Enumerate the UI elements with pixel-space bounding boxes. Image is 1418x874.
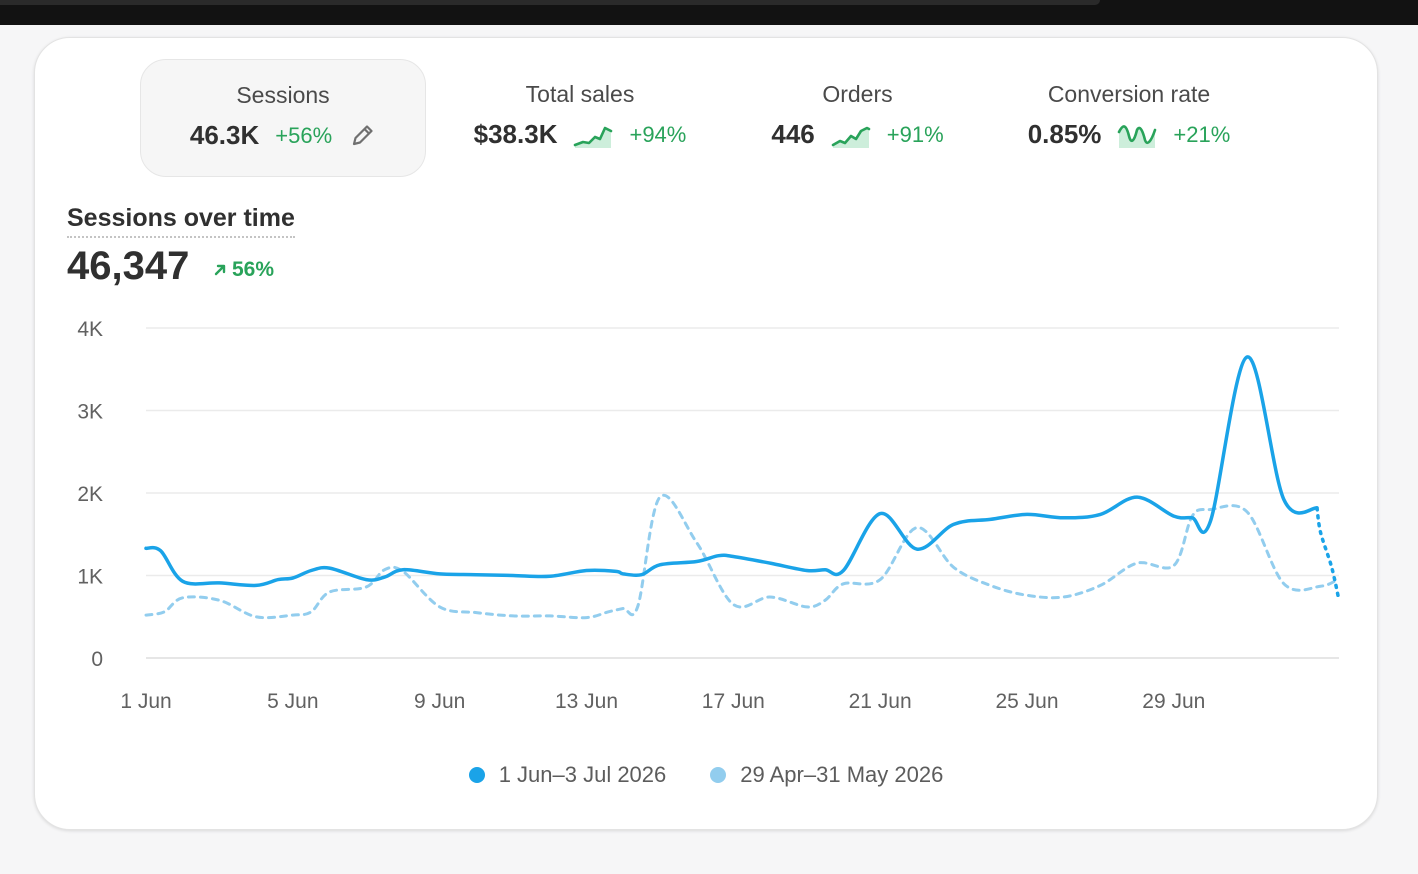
x-tick-label: 21 Jun <box>849 690 912 713</box>
sessions-change: 56% <box>213 258 274 282</box>
x-tick-label: 29 Jun <box>1142 690 1205 713</box>
window-top-bar <box>0 0 1418 25</box>
x-tick-label: 25 Jun <box>995 690 1058 713</box>
series-line-current-projection <box>1315 506 1341 603</box>
y-tick-label: 4K <box>77 318 103 341</box>
sessions-total: 46,347 <box>67 244 190 288</box>
legend-label: 29 Apr–31 May 2026 <box>740 762 944 787</box>
metric-conversion-rate[interactable]: Conversion rate 0.85% +21% <box>995 59 1263 177</box>
metric-orders[interactable]: Orders 446 +91% <box>735 59 980 177</box>
sparkline-icon <box>574 126 613 148</box>
metric-change: +21% <box>1173 121 1231 147</box>
metric-change: +91% <box>886 121 944 147</box>
metric-sessions[interactable]: Sessions 46.3K +56% <box>140 59 426 177</box>
metric-row: 46.3K +56% <box>141 120 425 151</box>
series-line-current <box>144 355 1319 588</box>
metric-row: 446 +91% <box>735 119 980 150</box>
legend-label: 1 Jun–3 Jul 2026 <box>498 762 667 787</box>
metric-value: $38.3K <box>473 119 558 149</box>
y-tick-label: 1K <box>77 566 103 589</box>
series-line-comparison <box>144 493 1341 620</box>
metric-label: Orders <box>822 81 893 107</box>
metric-row: $38.3K +94% <box>440 119 720 150</box>
metric-value: 0.85% <box>1027 119 1102 149</box>
chart-legend: 1 Jun–3 Jul 2026 29 Apr–31 May 2026 <box>35 762 1377 788</box>
metric-label: Sessions <box>236 82 330 108</box>
x-tick-label: 1 Jun <box>120 690 171 713</box>
metric-total-sales[interactable]: Total sales $38.3K +94% <box>440 59 720 177</box>
pencil-icon[interactable] <box>348 122 376 150</box>
x-tick-label: 5 Jun <box>267 690 318 713</box>
sessions-card: 0 1K 2K 3K 4K 1 Jun 5 Jun 9 Jun 13 Jun 17 Jun 21 J… <box>34 37 1378 830</box>
metric-value: 46.3K <box>189 120 260 150</box>
legend-dot <box>710 767 727 783</box>
chart-title[interactable]: Sessions over time <box>67 204 295 238</box>
metric-change: +56% <box>275 122 333 148</box>
arrow-up-right-icon <box>214 264 226 276</box>
x-tick-label: 17 Jun <box>702 690 765 713</box>
legend-dot <box>468 767 485 783</box>
sparkline-icon <box>1118 124 1157 148</box>
sessions-change-value: 56% <box>232 258 275 281</box>
x-tick-label: 9 Jun <box>414 690 465 713</box>
y-tick-label: 0 <box>91 648 103 671</box>
sessions-chart: 0 1K 2K 3K 4K 1 Jun 5 Jun 9 Jun 13 Jun 17 Jun 21 J… <box>77 318 1341 713</box>
y-tick-label: 2K <box>77 483 103 506</box>
y-tick-label: 3K <box>77 401 103 424</box>
metric-row: 0.85% +21% <box>995 119 1263 150</box>
legend-item-current[interactable]: 1 Jun–3 Jul 2026 <box>468 762 667 788</box>
metric-label: Total sales <box>525 81 635 107</box>
metric-label: Conversion rate <box>1047 81 1211 107</box>
top-bar-tab <box>0 0 1100 5</box>
sparkline-icon <box>831 126 871 148</box>
x-tick-label: 13 Jun <box>555 690 618 713</box>
legend-item-comparison[interactable]: 29 Apr–31 May 2026 <box>710 762 943 788</box>
metric-change: +94% <box>629 121 687 147</box>
metric-value: 446 <box>771 119 815 149</box>
